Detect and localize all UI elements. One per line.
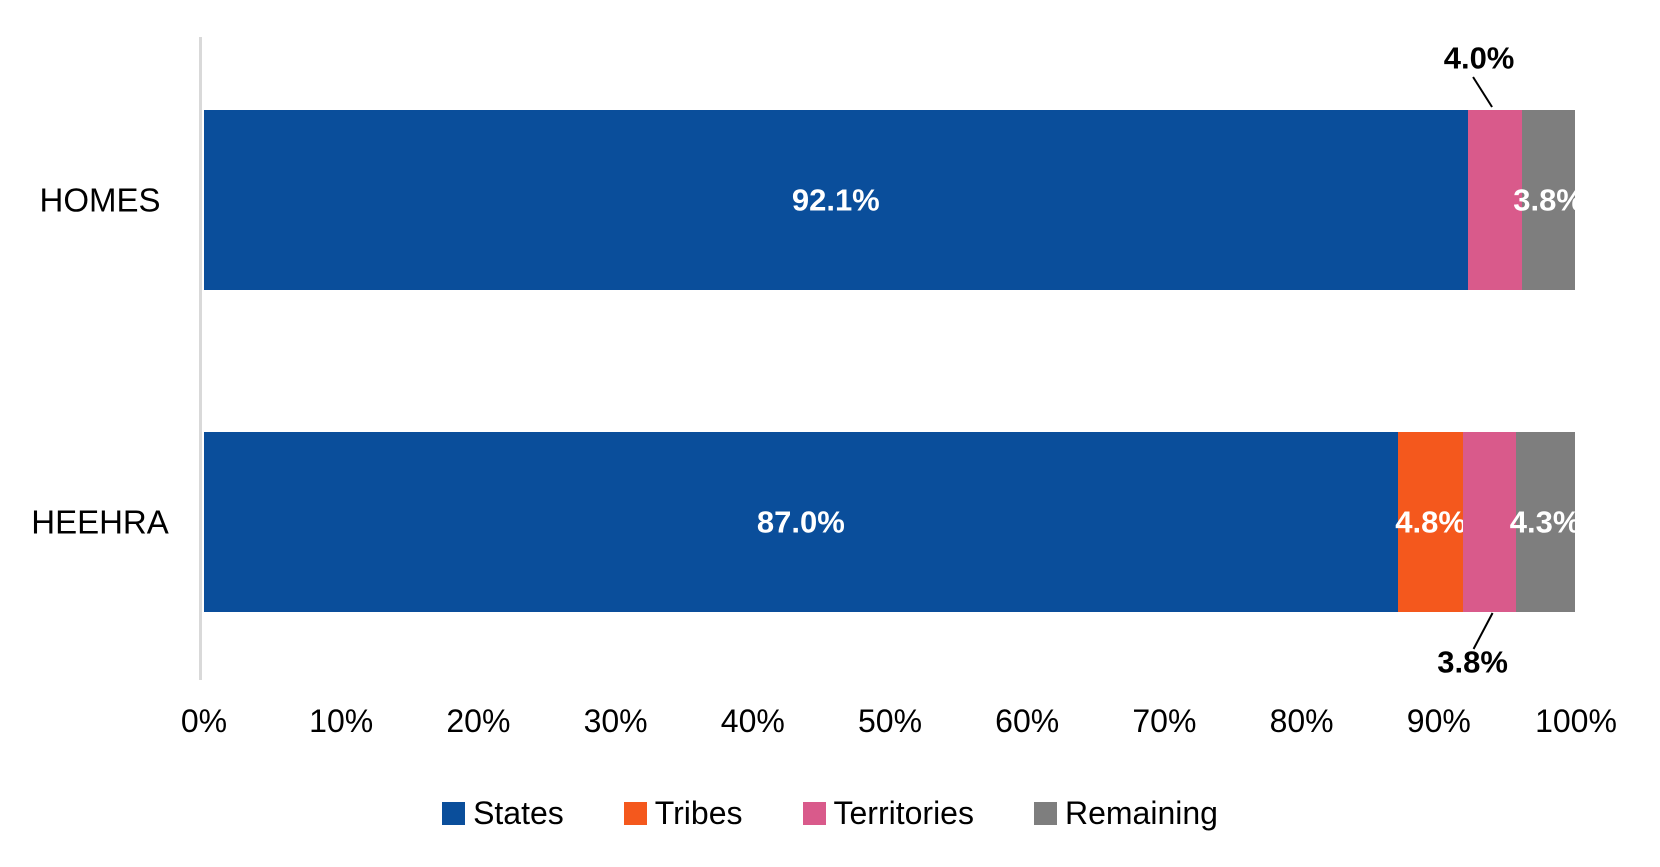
- leader-line-homes: [1472, 76, 1493, 108]
- x-tick-10: 10%: [309, 703, 374, 739]
- x-tick-100: 100%: [1535, 703, 1617, 739]
- bar-segment-heehra-remaining: [1515, 432, 1575, 612]
- legend-label-states: States: [473, 795, 564, 831]
- bar-segment-homes-territories: [1467, 110, 1523, 290]
- x-tick-90: 90%: [1406, 703, 1471, 739]
- x-tick-30: 30%: [583, 703, 648, 739]
- data-label-heehra-remaining: 4.3%: [1509, 504, 1581, 540]
- x-tick-70: 70%: [1132, 703, 1197, 739]
- legend-item-remaining: Remaining: [1033, 795, 1218, 831]
- x-tick-0: 0%: [180, 703, 228, 739]
- category-label-homes: HOMES: [39, 181, 161, 219]
- bar-segment-heehra-tribes: [1397, 432, 1464, 612]
- legend-swatch-territories: [802, 801, 826, 825]
- legend-label-remaining: Remaining: [1064, 795, 1218, 831]
- legend: States Tribes Territories Remaining: [0, 797, 1660, 829]
- legend-item-territories: Territories: [802, 795, 974, 831]
- x-tick-50: 50%: [857, 703, 923, 739]
- x-tick-60: 60%: [995, 703, 1060, 739]
- x-tick-20: 20%: [446, 703, 511, 739]
- y-axis-line: [199, 37, 202, 680]
- callout-label-homes-territories: 4.0%: [1443, 40, 1515, 76]
- bar-segment-heehra-territories: [1463, 432, 1516, 612]
- legend-item-states: States: [442, 797, 564, 829]
- data-label-homes-remaining: 3.8%: [1513, 182, 1584, 218]
- data-label-heehra-states: 87.0%: [756, 504, 845, 540]
- legend-item-tribes: Tribes: [623, 795, 743, 831]
- legend-label-territories: Territories: [833, 795, 974, 831]
- bar-segment-heehra-states: [204, 432, 1398, 612]
- bar-segment-homes-remaining: [1522, 110, 1575, 290]
- legend-swatch-states: [442, 801, 466, 825]
- legend-label-tribes: Tribes: [654, 795, 743, 831]
- legend-swatch-remaining: [1033, 801, 1057, 825]
- bar-segment-homes-states: [204, 110, 1468, 290]
- x-tick-80: 80%: [1269, 703, 1334, 739]
- data-label-homes-states: 92.1%: [791, 182, 880, 218]
- category-label-heehra: HEEHRA: [31, 503, 169, 541]
- x-tick-40: 40%: [720, 703, 785, 739]
- legend-swatch-tribes: [623, 801, 647, 825]
- callout-label-heehra-territories: 3.8%: [1437, 644, 1508, 680]
- data-label-heehra-tribes: 4.8%: [1395, 504, 1466, 540]
